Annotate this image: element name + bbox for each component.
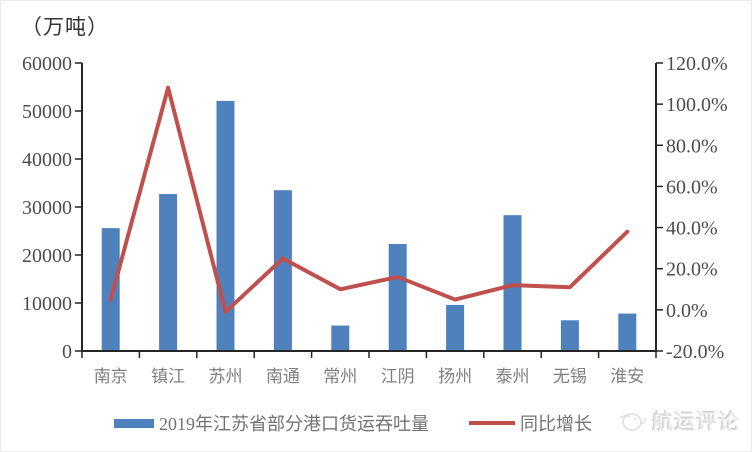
right-axis-label: 60.0%: [666, 176, 718, 198]
right-axis-label: -20.0%: [666, 341, 724, 363]
right-axis-label: 120.0%: [666, 53, 728, 75]
x-category-label: 苏州: [209, 367, 243, 386]
legend-line-swatch: [469, 421, 515, 425]
bar: [446, 304, 465, 351]
left-axis-label: 0: [62, 341, 72, 363]
bar: [273, 190, 292, 351]
bar: [503, 215, 522, 351]
bar: [159, 194, 178, 351]
bar: [560, 320, 579, 351]
left-axis-label: 40000: [22, 149, 72, 171]
left-axis-label: 30000: [22, 197, 72, 219]
x-category-label: 扬州: [438, 367, 472, 386]
legend-growth-label: 同比增长: [520, 414, 592, 434]
x-category-label: 泰州: [496, 367, 530, 386]
x-category-label: 江阴: [381, 367, 415, 386]
x-category-label: 淮安: [610, 367, 644, 386]
left-axis-label: 10000: [22, 293, 72, 315]
bar: [388, 243, 407, 351]
left-axis-label: 60000: [22, 53, 72, 75]
bar: [331, 325, 350, 351]
shipping-review-logo-icon: [619, 413, 647, 431]
x-category-label: 南京: [94, 367, 128, 386]
x-category-label: 无锡: [553, 367, 587, 386]
right-axis-label: 40.0%: [666, 218, 718, 240]
legend: 2019年江苏省部分港口货运吞吐量 同比增长: [114, 412, 592, 434]
axis-unit-label: （万吨）: [21, 15, 109, 39]
bar: [101, 228, 120, 351]
right-axis-label: 0.0%: [666, 300, 708, 322]
right-axis-label: 20.0%: [666, 259, 718, 281]
legend-item-growth: 同比增长: [469, 410, 592, 436]
growth-line: [108, 85, 630, 314]
x-category-label: 镇江: [151, 367, 185, 386]
left-axis-label: 20000: [22, 245, 72, 267]
legend-item-throughput: 2019年江苏省部分港口货运吞吐量: [114, 410, 429, 436]
watermark: 航运评论: [617, 406, 740, 436]
x-category-label: 南通: [266, 367, 300, 386]
x-category-label: 常州: [323, 367, 357, 386]
legend-throughput-label: 2019年江苏省部分港口货运吞吐量: [159, 414, 429, 434]
right-axis-label: 100.0%: [666, 94, 728, 116]
right-axis-label: 80.0%: [666, 135, 718, 157]
watermark-text: 航运评论: [652, 410, 740, 434]
left-axis-label: 50000: [22, 101, 72, 123]
bar: [618, 313, 637, 351]
legend-bar-swatch: [114, 418, 154, 428]
